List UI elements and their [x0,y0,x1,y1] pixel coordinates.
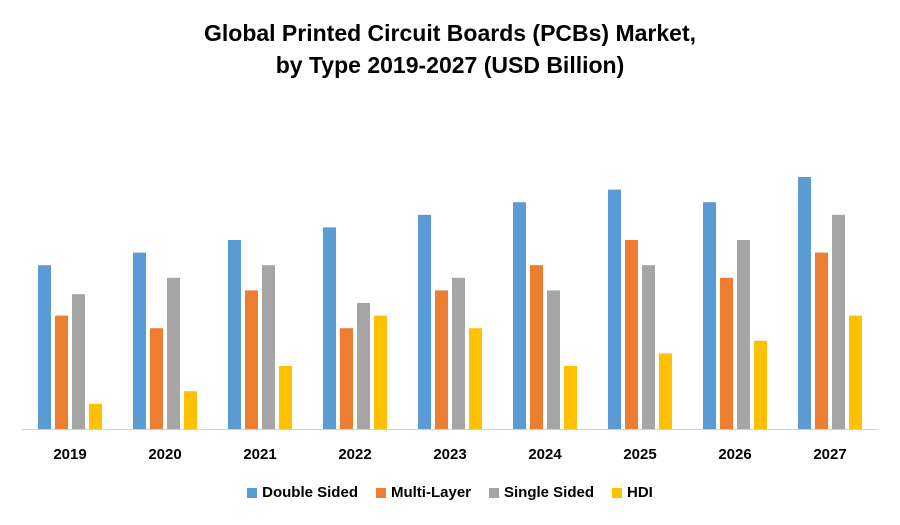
bar-multi-layer-2022 [340,328,353,429]
legend-item: Double Sided [247,484,358,501]
bar-hdi-2025 [659,353,672,429]
bar-single-sided-2019 [72,294,85,429]
bar-hdi-2026 [754,340,767,429]
x-tick-label: 2021 [243,446,276,463]
bar-single-sided-2027 [832,214,845,429]
legend-label: HDI [627,484,653,501]
bar-single-sided-2023 [452,277,465,429]
bar-hdi-2027 [849,315,862,429]
legend-label: Single Sided [504,484,595,501]
bar-multi-layer-2020 [150,328,163,429]
bar-multi-layer-2023 [435,290,448,429]
bar-single-sided-2024 [547,290,560,429]
legend-label: Multi-Layer [390,484,471,501]
legend-swatch [375,487,386,498]
bar-double-sided-2025 [608,189,621,429]
bar-single-sided-2021 [262,265,275,429]
bar-single-sided-2020 [167,277,180,429]
x-tick-label: 2022 [338,446,371,463]
bar-single-sided-2026 [737,240,750,429]
bar-multi-layer-2019 [55,315,68,429]
bar-double-sided-2026 [703,202,716,429]
x-tick-label: 2025 [623,446,656,463]
legend: Double Sided Multi-Layer Single Sided HDI [0,484,900,501]
bar-hdi-2023 [469,328,482,429]
legend-label: Double Sided [262,484,358,501]
bar-hdi-2021 [279,366,292,429]
legend-swatch [247,487,258,498]
bar-double-sided-2024 [513,202,526,429]
x-tick-label: 2020 [148,446,181,463]
legend-item: Multi-Layer [375,484,471,501]
x-tick-label: 2023 [433,446,466,463]
bar-hdi-2022 [374,315,387,429]
bar-double-sided-2020 [133,252,146,429]
legend-swatch [489,487,499,498]
bar-single-sided-2022 [357,303,370,429]
bar-double-sided-2023 [418,214,431,429]
legend-item: HDI [612,484,653,501]
legend-swatch [612,487,623,498]
bar-hdi-2024 [564,366,577,429]
bar-double-sided-2021 [228,240,241,429]
bar-multi-layer-2026 [720,277,733,429]
chart-title-line1: Global Printed Circuit Boards (PCBs) Mar… [203,20,697,46]
chart-title-line2: by Type 2019-2027 (USD Billion) [275,52,625,78]
bar-multi-layer-2027 [815,252,828,429]
bar-single-sided-2025 [642,265,655,429]
x-tick-label: 2026 [718,446,751,463]
x-tick-label: 2019 [53,446,86,463]
bar-double-sided-2027 [798,177,811,429]
x-tick-label: 2024 [528,446,562,463]
bar-multi-layer-2021 [245,290,258,429]
bar-double-sided-2019 [38,265,51,429]
bar-multi-layer-2024 [530,265,543,429]
bar-hdi-2019 [89,403,102,429]
bar-double-sided-2022 [323,227,336,429]
bar-hdi-2020 [184,391,197,429]
bar-multi-layer-2025 [625,240,638,429]
x-tick-label: 2027 [813,446,846,463]
legend-item: Single Sided [489,484,594,501]
